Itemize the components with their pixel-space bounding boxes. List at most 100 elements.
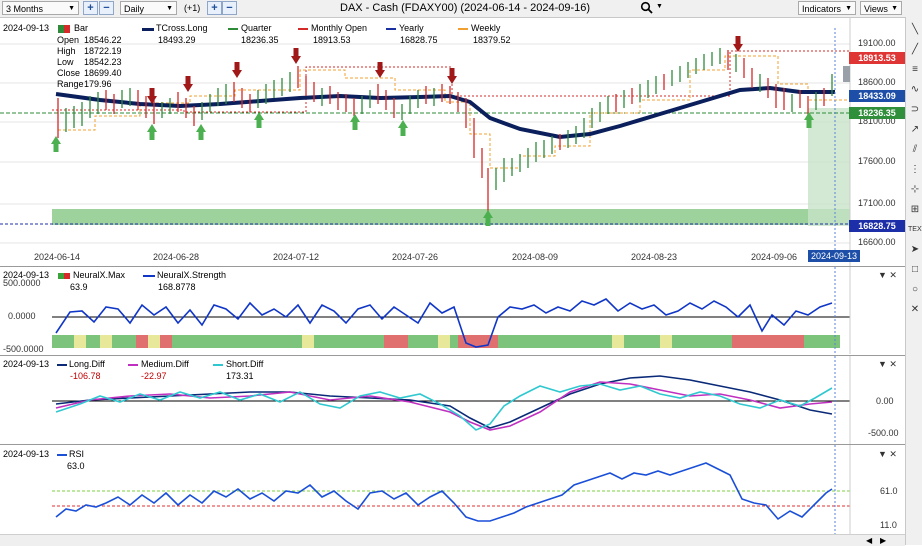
weekly-line [58,55,850,169]
diff-pane-controls[interactable]: ▼ ✕ [878,359,897,369]
scroll-right-arrow[interactable]: ▶ [880,536,887,545]
rsi-pane-date: 2024-09-13 [3,449,50,459]
indicators-label: Indicators [802,4,842,14]
offset-label: (+1) [184,3,201,13]
yearly-zone [52,209,850,225]
diff-pane[interactable]: 2024-09-13 Long.Diff -106.78 Medium.Diff… [0,356,905,444]
tcross-legend-label: TCross.Long [156,23,208,33]
tcross-legend-value: 18493.29 [158,35,196,45]
interval-select[interactable]: Daily ▼ [120,1,177,15]
close-value: 18699.40 [84,68,122,78]
price-gridlines [0,43,850,244]
pane-divider[interactable] [0,266,905,267]
rectangle-icon[interactable]: □ [911,264,919,275]
toolbar: 3 Months ▼ + − Daily ▼ (+1) + − DAX - Ca… [0,0,922,18]
search-dropdown-icon[interactable]: ▼ [656,3,663,10]
quarter-legend-value: 18236.35 [241,35,279,45]
views-button[interactable]: Views ▼ [860,1,902,15]
yearly-legend-label: Yearly [399,23,424,33]
ohlc-readout: Open 18546.22 High 18722.19 Low 18542.23 Cl… [57,35,122,90]
trendline-icon[interactable]: ╱ [911,44,919,55]
low-row: Low 18542.23 [57,57,122,68]
yearly-legend-swatch [386,28,396,30]
magnet-icon[interactable]: ⊃ [910,104,920,115]
price-chart-svg [0,18,851,266]
cursor-icon[interactable]: ╲ [911,24,919,35]
date-axis-label: 2024-07-12 [273,252,320,262]
chevron-down-icon: ▼ [166,5,173,12]
monthly-open-legend-swatch [298,28,308,30]
diff-axis-label: 0.00 [876,396,894,406]
rsi-line [55,462,833,522]
drawing-toolbar: ╲ ╱ ≡ ∿ ⊃ ↗ ⫽ ⋮ ⊹ ⊞ TEXT ➤ □ ○ ✕ [905,17,922,545]
delete-drawing-icon[interactable]: ✕ [910,304,920,315]
low-value: 18542.23 [84,57,122,67]
neural-chart-svg [52,267,851,354]
horizontal-line-icon[interactable]: ≡ [912,64,918,75]
indicators-button[interactable]: Indicators ▼ [798,1,856,15]
long-diff-label: Long.Diff [69,359,105,369]
open-value: 18546.22 [84,35,122,45]
range-label: Range [57,79,84,89]
horizontal-scrollbar[interactable]: ◀ ▶ [0,534,905,546]
search-icon[interactable] [640,1,654,15]
neural-pane-controls[interactable]: ▼ ✕ [878,270,897,280]
pane-divider[interactable] [0,355,905,356]
weekly-legend-value: 18379.52 [473,35,511,45]
quarter-legend-label: Quarter [241,23,272,33]
scroll-left-arrow[interactable]: ◀ [866,536,873,545]
date-axis-label: 2024-09-06 [751,252,798,262]
text-tool-icon[interactable]: TEXT [908,226,922,233]
zoom-in-button[interactable]: + [83,1,98,15]
neural-strength-line [55,298,833,348]
price-axis-label: 17600.00 [858,156,896,166]
fibonacci-icon[interactable]: ⋮ [910,164,920,175]
range-select[interactable]: 3 Months ▼ [2,1,79,15]
current-date-tag: 2024-09-13 [808,250,861,262]
neural-pane[interactable]: 2024-09-13 NeuralX.Max 63.9 NeuralX.Stre… [0,267,905,354]
zoom-out-button[interactable]: − [99,1,114,15]
rsi-legend-value: 63.0 [67,461,85,471]
rsi-axis-label: 61.0 [880,486,898,496]
medium-diff-value: -22.97 [141,371,167,381]
current-week-zone [808,108,850,226]
fan-icon[interactable]: ⊹ [910,184,920,195]
curve-icon[interactable]: ∿ [910,84,920,95]
quarter-tag: 18236.35 [849,107,905,119]
rsi-pane-controls[interactable]: ▼ ✕ [878,449,897,459]
price-axis-label: 18100.00 [858,116,896,126]
date-axis-label: 2024-07-26 [392,252,439,262]
gann-icon[interactable]: ⊞ [910,204,920,215]
views-label: Views [864,4,888,14]
offset-minus-button[interactable]: − [222,1,237,15]
monthly-open-legend-label: Monthly Open [311,23,368,33]
neural-max-bars [52,335,840,348]
open-row: Open 18546.22 [57,35,122,46]
price-pane[interactable]: 2024-09-13 Bar Open 18546.22 High 18722.19… [0,18,905,266]
interval-value: Daily [124,4,145,14]
offset-plus-button[interactable]: + [207,1,222,15]
date-axis-label: 2024-08-23 [631,252,678,262]
chevron-down-icon: ▼ [891,5,898,12]
close-row: Close 18699.40 [57,68,122,79]
diff-pane-date: 2024-09-13 [3,359,50,369]
date-axis-label: 2024-06-28 [153,252,200,262]
neural-axis-label: 0.0000 [8,311,36,321]
neural-max-value: 63.9 [70,282,88,292]
close-label: Close [57,68,81,78]
circle-icon[interactable]: ○ [911,284,919,295]
price-bars [57,48,833,213]
monthly-open-tag: 18913.53 [849,52,905,64]
channel-icon[interactable]: ⫽ [912,144,918,155]
diff-axis-label: -500.00 [868,428,899,438]
rsi-pane[interactable]: 2024-09-13 RSI 63.0 61.0 11.0 ▼ ✕ [0,445,905,534]
price-axis-label: 17100.00 [858,198,896,208]
pane-divider[interactable] [0,444,905,445]
price-pane-date: 2024-09-13 [3,23,50,33]
chart-title: DAX - Cash (FDAXY00) (2024-06-14 - 2024-… [340,2,591,14]
ray-icon[interactable]: ↗ [910,124,920,135]
price-axis-scroll-handle[interactable] [843,66,850,82]
neural-max-label: NeuralX.Max [73,270,126,280]
weekly-legend-swatch [458,28,468,30]
arrow-marker-icon[interactable]: ➤ [910,244,920,255]
